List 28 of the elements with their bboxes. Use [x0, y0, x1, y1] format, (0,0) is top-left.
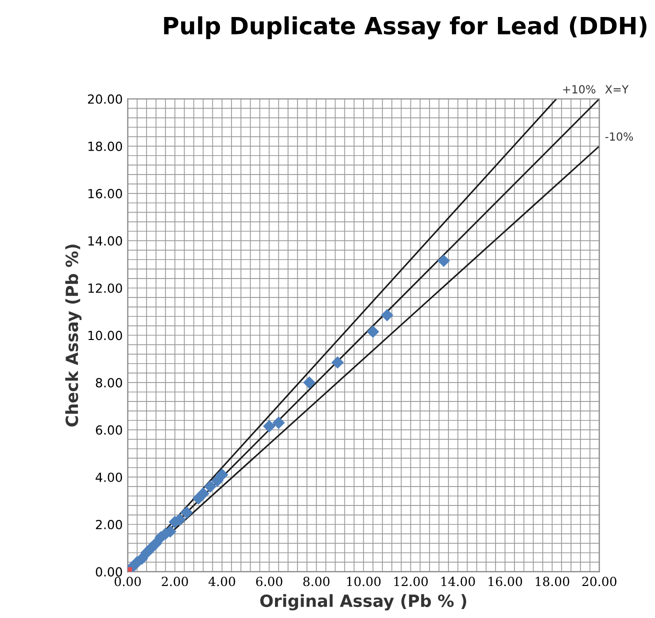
- y-tick-label: 16.00: [88, 188, 122, 198]
- y-tick-label: 0.00: [96, 567, 122, 577]
- x-tick-label: 14.00: [441, 576, 475, 586]
- chart-title: Pulp Duplicate Assay for Lead (DDH): [164, 16, 646, 40]
- y-tick-label: 2.00: [96, 520, 122, 530]
- y-tick-label: 6.00: [96, 425, 122, 435]
- x-tick-label: 6.00: [256, 576, 282, 586]
- x-tick-label: 12.00: [394, 576, 428, 586]
- y-tick-label: 10.00: [88, 330, 122, 340]
- x-tick-label: 18.00: [536, 576, 570, 586]
- series-label: X=Y: [605, 85, 629, 94]
- y-axis-title: Check Assay (Pb %): [65, 244, 82, 427]
- y-tick-label: 18.00: [88, 142, 122, 152]
- x-tick-label: 20.00: [582, 576, 616, 586]
- y-tick-label: 8.00: [96, 378, 122, 388]
- y-tick-label: 12.00: [88, 283, 122, 293]
- x-tick-label: 0.00: [114, 576, 141, 586]
- y-tick-label: 20.00: [88, 94, 122, 104]
- x-tick-label: 4.00: [208, 576, 236, 586]
- y-tick-label: 14.00: [88, 236, 122, 246]
- x-tick-label: 10.00: [347, 576, 381, 586]
- x-axis-title: Original Assay (Pb % ): [260, 594, 466, 610]
- y-tick-label: 4.00: [96, 472, 122, 482]
- x-tick-label: 16.00: [488, 576, 522, 586]
- series-label: +10%: [563, 85, 596, 94]
- x-tick-label: 2.00: [162, 576, 188, 586]
- series-label: -10%: [605, 132, 633, 141]
- x-tick-label: 8.00: [303, 576, 330, 586]
